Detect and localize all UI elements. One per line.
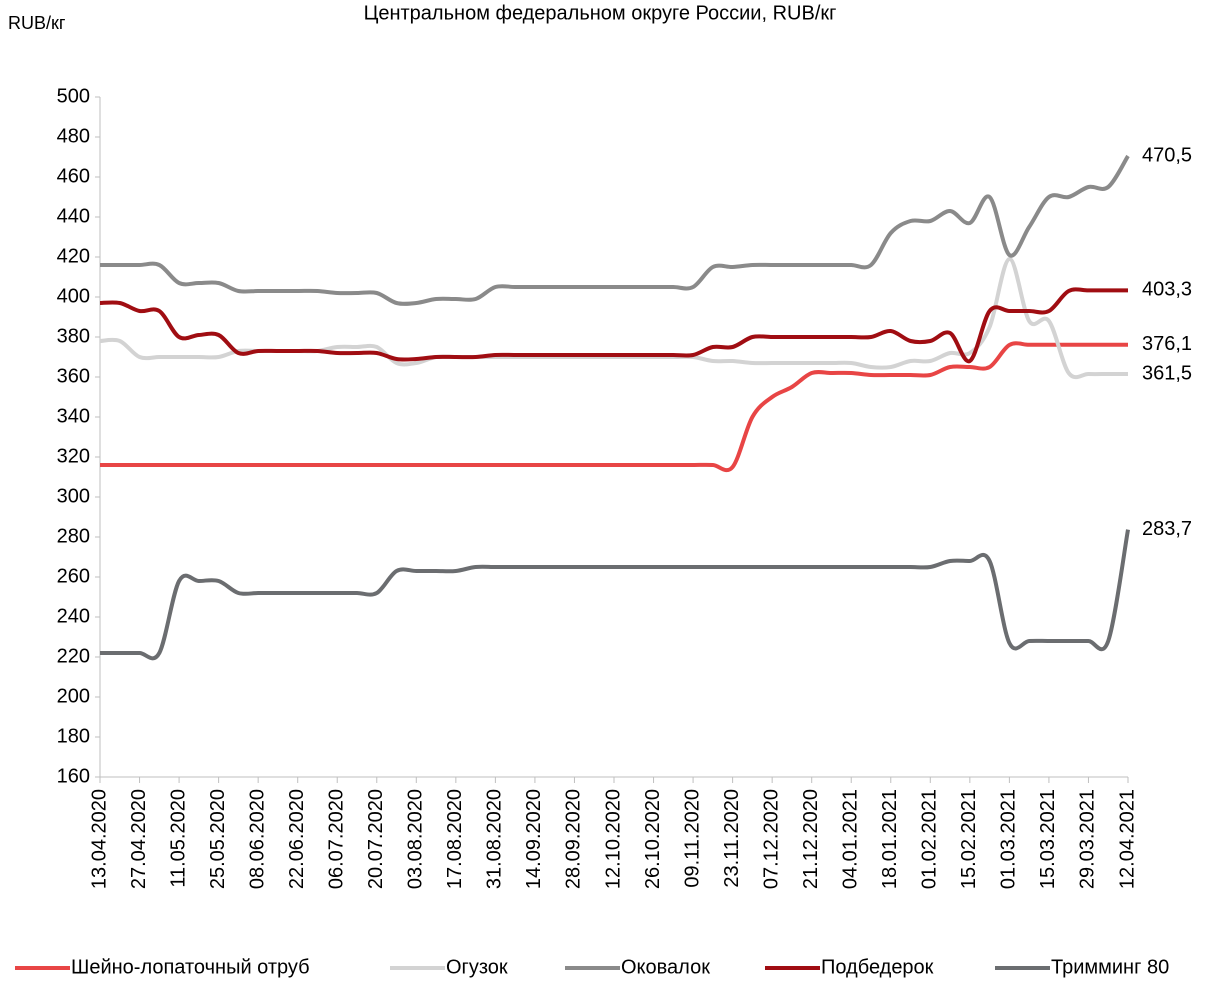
x-tick-label: 23.11.2020 (721, 789, 743, 888)
x-tick-label: 18.01.2021 (879, 789, 901, 889)
y-tick-label: 440 (57, 205, 90, 227)
data-label: 283,7 (1142, 518, 1192, 540)
y-tick-label: 360 (57, 365, 90, 387)
x-tick-label: 25.05.2020 (207, 789, 229, 889)
y-tick-label: 260 (57, 565, 90, 587)
x-tick-label: 04.01.2021 (840, 789, 862, 889)
y-axis-label: RUB/кг (8, 13, 66, 33)
legend-label: Тримминг 80 (1051, 956, 1169, 978)
y-tick-label: 460 (57, 165, 90, 187)
data-label: 361,5 (1142, 362, 1192, 384)
x-tick-label: 03.08.2020 (405, 789, 427, 889)
x-tick-label: 01.02.2021 (919, 789, 941, 889)
y-tick-label: 300 (57, 485, 90, 507)
x-tick-label: 15.03.2021 (1037, 789, 1059, 889)
series-line (99, 154, 1130, 306)
x-tick-label: 12.10.2020 (602, 789, 624, 889)
x-tick-label: 22.06.2020 (286, 789, 308, 889)
legend-label: Подбедерок (821, 956, 934, 978)
y-tick-label: 220 (57, 645, 90, 667)
y-tick-label: 320 (57, 445, 90, 467)
x-tick-label: 17.08.2020 (444, 789, 466, 889)
chart-title: Центральном федеральном округе России, R… (364, 2, 837, 24)
x-tick-label: 14.09.2020 (523, 789, 545, 889)
y-tick-label: 480 (57, 125, 90, 147)
x-tick-label: 07.12.2020 (760, 789, 782, 889)
x-tick-label: 31.08.2020 (484, 789, 506, 889)
x-tick-label: 06.07.2020 (326, 789, 348, 889)
x-tick-label: 27.04.2020 (128, 789, 150, 889)
x-tick-label: 08.06.2020 (246, 789, 268, 889)
x-tick-label: 15.02.2021 (958, 789, 980, 889)
data-label: 403,3 (1142, 279, 1192, 301)
x-tick-label: 26.10.2020 (642, 789, 664, 889)
series-line (99, 287, 1128, 364)
y-tick-label: 280 (57, 525, 90, 547)
legend-label: Огузок (446, 956, 508, 978)
x-tick-label: 13.04.2020 (88, 789, 110, 889)
y-tick-label: 180 (57, 725, 90, 747)
x-tick-label: 20.07.2020 (365, 789, 387, 889)
x-tick-label: 09.11.2020 (681, 789, 703, 888)
y-tick-label: 400 (57, 285, 90, 307)
series-line (100, 341, 1128, 473)
y-tick-label: 380 (57, 325, 90, 347)
legend-label: Оковалок (621, 956, 710, 978)
x-tick-label: 29.03.2021 (1077, 789, 1099, 889)
y-tick-label: 340 (57, 405, 90, 427)
y-tick-label: 240 (57, 605, 90, 627)
x-tick-label: 01.03.2021 (998, 789, 1020, 889)
y-tick-label: 160 (57, 765, 90, 787)
legend-label: Шейно-лопаточный отруб (71, 956, 310, 978)
data-label: 470,5 (1142, 144, 1192, 166)
y-tick-label: 500 (57, 85, 90, 107)
x-tick-label: 11.05.2020 (167, 789, 189, 888)
y-tick-label: 200 (57, 685, 90, 707)
x-tick-label: 28.09.2020 (563, 789, 585, 889)
x-tick-label: 21.12.2020 (800, 789, 822, 889)
data-label: 376,1 (1142, 333, 1192, 355)
x-tick-label: 12.04.2021 (1116, 789, 1138, 889)
series-line (100, 529, 1130, 661)
y-tick-label: 420 (57, 245, 90, 267)
